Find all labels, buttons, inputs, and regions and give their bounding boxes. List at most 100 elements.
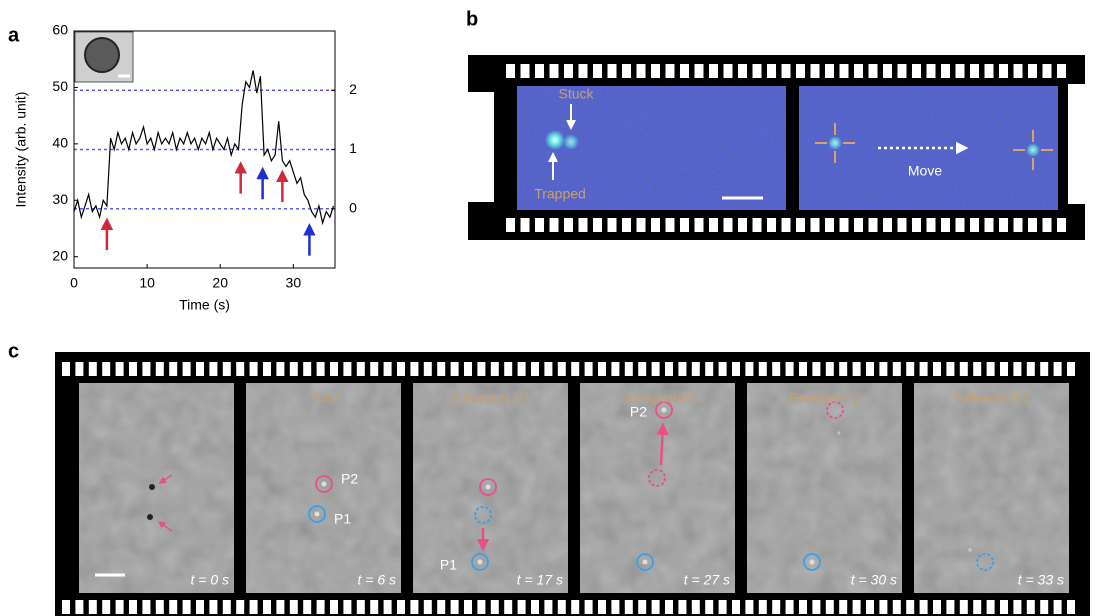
sprocket-hole bbox=[571, 600, 579, 614]
sprocket-hole bbox=[719, 362, 727, 376]
sprocket-hole bbox=[651, 64, 660, 78]
sprocket-hole bbox=[927, 218, 936, 232]
particle bbox=[810, 560, 815, 565]
sprocket-hole bbox=[799, 600, 807, 614]
particle-label: P2 bbox=[341, 471, 358, 487]
sprocket-hole bbox=[786, 362, 794, 376]
x-tick-label: 10 bbox=[139, 275, 155, 291]
particle-label: P1 bbox=[334, 511, 351, 527]
sprocket-hole bbox=[840, 218, 849, 232]
particle bbox=[835, 429, 843, 437]
sprocket-hole bbox=[209, 362, 217, 376]
label-move: Move bbox=[908, 163, 942, 179]
sprocket-hole bbox=[521, 218, 530, 232]
sprocket-hole bbox=[535, 64, 544, 78]
sprocket-hole bbox=[960, 600, 968, 614]
particle bbox=[662, 408, 667, 413]
sprocket-hole bbox=[625, 600, 633, 614]
sprocket-hole bbox=[695, 64, 704, 78]
sprocket-hole bbox=[129, 600, 137, 614]
time-label: t = 27 s bbox=[684, 572, 730, 588]
sprocket-hole bbox=[772, 600, 780, 614]
sprocket-hole bbox=[598, 362, 606, 376]
panel-label: a bbox=[8, 24, 20, 46]
sprocket-hole bbox=[156, 600, 164, 614]
sprocket-hole bbox=[956, 218, 965, 232]
sprocket-hole bbox=[558, 362, 566, 376]
image-texture bbox=[79, 383, 234, 593]
sprocket-hole bbox=[531, 600, 539, 614]
x-tick-label: 0 bbox=[70, 275, 78, 291]
sprocket-hole bbox=[506, 64, 515, 78]
sprocket-hole bbox=[535, 218, 544, 232]
sprocket-hole bbox=[1067, 362, 1075, 376]
sprocket-hole bbox=[906, 362, 914, 376]
label-stuck: Stuck bbox=[558, 86, 594, 102]
sprocket-hole bbox=[424, 600, 432, 614]
sprocket-hole bbox=[912, 218, 921, 232]
sprocket-hole bbox=[1013, 362, 1021, 376]
frame-title: Trap bbox=[309, 390, 337, 406]
sprocket-hole bbox=[330, 362, 338, 376]
sprocket-hole bbox=[357, 362, 365, 376]
sprocket-hole bbox=[521, 64, 530, 78]
sprocket-hole bbox=[506, 218, 515, 232]
sprocket-hole bbox=[564, 64, 573, 78]
sprocket-hole bbox=[611, 362, 619, 376]
sprocket-hole bbox=[638, 362, 646, 376]
sprocket-hole bbox=[638, 600, 646, 614]
sprocket-hole bbox=[665, 600, 673, 614]
sprocket-hole bbox=[960, 362, 968, 376]
sprocket-hole bbox=[866, 362, 874, 376]
image-texture bbox=[413, 383, 568, 593]
panel-label: b bbox=[466, 8, 478, 30]
sprocket-hole bbox=[759, 362, 767, 376]
sprocket-hole bbox=[357, 600, 365, 614]
time-label: t = 6 s bbox=[357, 572, 396, 588]
sprocket-hole bbox=[611, 600, 619, 614]
sprocket-hole bbox=[608, 218, 617, 232]
sprocket-hole bbox=[732, 600, 740, 614]
sprocket-hole bbox=[593, 64, 602, 78]
sprocket-hole bbox=[637, 64, 646, 78]
sprocket-hole bbox=[1040, 600, 1048, 614]
sprocket-hole bbox=[987, 362, 995, 376]
particle bbox=[643, 560, 648, 565]
sprocket-hole bbox=[317, 362, 325, 376]
sprocket-hole bbox=[665, 362, 673, 376]
sprocket-hole bbox=[451, 600, 459, 614]
particle bbox=[478, 560, 483, 565]
sprocket-hole bbox=[263, 362, 271, 376]
sprocket-hole bbox=[854, 64, 863, 78]
inset-particle bbox=[85, 38, 119, 72]
sprocket-hole bbox=[796, 218, 805, 232]
sprocket-hole bbox=[504, 600, 512, 614]
sprocket-hole bbox=[772, 362, 780, 376]
sprocket-hole bbox=[1054, 362, 1062, 376]
sprocket-hole bbox=[397, 362, 405, 376]
y-tick-label: 50 bbox=[52, 78, 68, 94]
y2-tick-label: 1 bbox=[349, 140, 357, 156]
sprocket-hole bbox=[196, 362, 204, 376]
sprocket-hole bbox=[811, 218, 820, 232]
sprocket-hole bbox=[879, 362, 887, 376]
sprocket-hole bbox=[709, 218, 718, 232]
y-axis-label: Intensity (arb. unit) bbox=[13, 92, 29, 208]
sprocket-hole bbox=[738, 218, 747, 232]
sprocket-hole bbox=[970, 64, 979, 78]
sprocket-hole bbox=[692, 600, 700, 614]
particle bbox=[322, 482, 327, 487]
sprocket-hole bbox=[879, 600, 887, 614]
sprocket-hole bbox=[796, 64, 805, 78]
sprocket-hole bbox=[719, 600, 727, 614]
sprocket-hole bbox=[62, 362, 70, 376]
sprocket-hole bbox=[598, 600, 606, 614]
sprocket-hole bbox=[608, 64, 617, 78]
time-label: t = 17 s bbox=[517, 572, 563, 588]
sprocket-hole bbox=[883, 218, 892, 232]
sprocket-hole bbox=[343, 600, 351, 614]
sprocket-hole bbox=[732, 362, 740, 376]
sprocket-hole bbox=[1027, 362, 1035, 376]
sprocket-hole bbox=[799, 362, 807, 376]
frame-title: Release P1 bbox=[955, 390, 1028, 406]
